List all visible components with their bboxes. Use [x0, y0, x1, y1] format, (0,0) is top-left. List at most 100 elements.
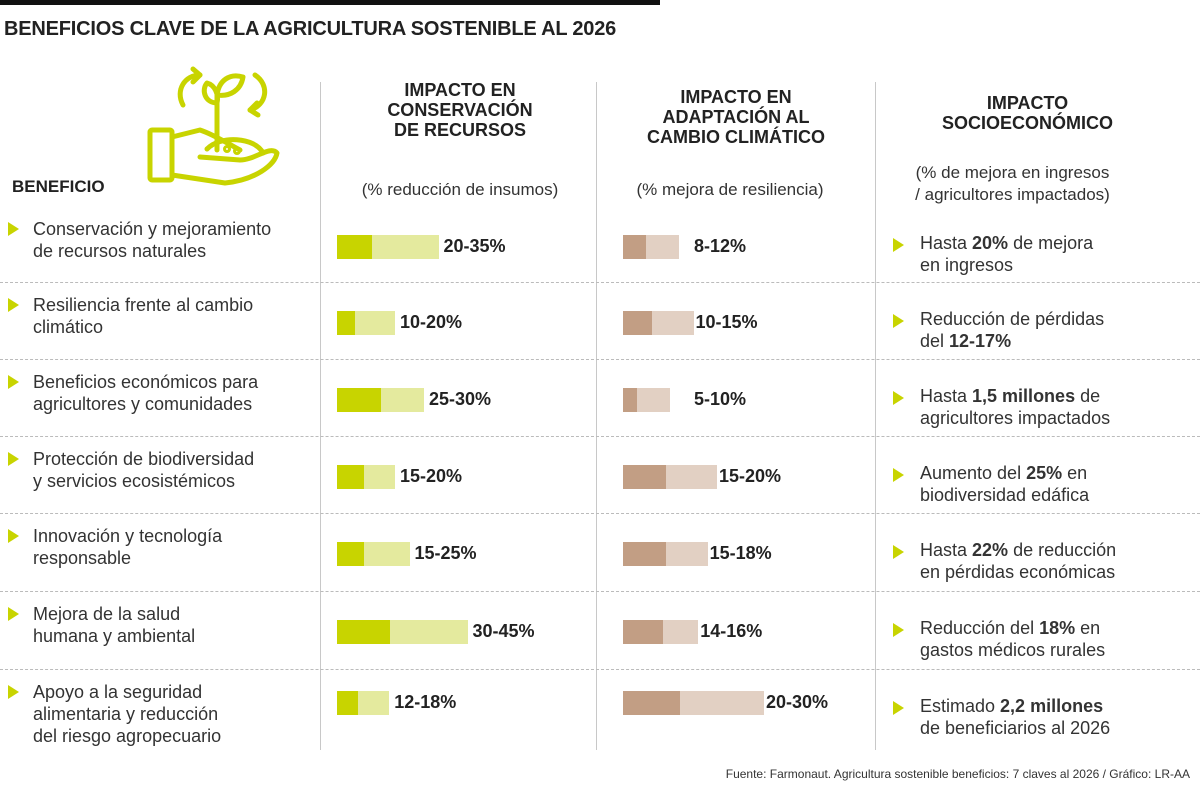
socioeconomic-text: Hasta 20% de mejora en ingresos: [920, 232, 1093, 276]
text-segment: de mejora: [1008, 233, 1094, 253]
row-separator: [0, 282, 1200, 283]
highlight-figure: 1,5 millones: [972, 386, 1076, 406]
conservation-bar-min: [337, 619, 391, 644]
benefit-line: humana y ambiental: [33, 626, 196, 646]
conservation-value: 20-35%: [443, 235, 506, 256]
conservation-value: 25-30%: [429, 388, 492, 409]
arrow-bullet-icon: [8, 452, 19, 466]
adaptation-bar-min: [623, 310, 652, 335]
conservation-value: 12-18%: [394, 692, 457, 712]
column-header-conservation: IMPACTO EN CONSERVACIÓN DE RECURSOS: [330, 80, 590, 140]
row-separator: [0, 669, 1200, 670]
text-segment: de agricultores impactados: [920, 386, 1111, 428]
arrow-bullet-icon: [8, 685, 19, 699]
header-line: IMPACTO: [986, 93, 1069, 113]
adaptation-bar-min: [623, 541, 666, 566]
text-segment: en gastos médicos rurales: [920, 618, 1106, 660]
conservation-bar-min: [337, 464, 364, 489]
subtitle-line: (% de mejora en ingresos: [915, 163, 1110, 182]
adaptation-value: 15-18%: [709, 542, 772, 563]
benefit-label: Resiliencia frente al cambio climático: [33, 294, 253, 338]
benefit-line: de recursos naturales: [33, 241, 207, 261]
page-title: BENEFICIOS CLAVE DE LA AGRICULTURA SOSTE…: [4, 18, 617, 40]
highlight-figure: 18%: [1039, 618, 1076, 638]
arrow-bullet-icon: [893, 314, 904, 328]
benefit-label: Beneficios económicos para agricultores y…: [33, 371, 258, 415]
conservation-bar-min: [337, 310, 355, 335]
adaptation-bar-min: [623, 619, 663, 644]
column-subtitle-socioeconomic: (% de mejora en ingresos / agricultores i…: [880, 162, 1145, 206]
row-separator: [0, 591, 1200, 592]
header-line: CAMBIO CLIMÁTICO: [647, 127, 825, 147]
text-segment: Hasta: [920, 386, 973, 406]
arrow-bullet-icon: [8, 222, 19, 236]
conservation-bar-min: [337, 387, 382, 412]
subtitle-line: / agricultores impactados): [915, 185, 1110, 204]
arrow-bullet-icon: [893, 545, 904, 559]
socioeconomic-text: Reducción del 18% en gastos médicos rura…: [920, 617, 1105, 661]
conservation-value: 15-20%: [400, 465, 463, 486]
benefit-line: Innovación y tecnología: [33, 526, 223, 546]
conservation-bar-min: [337, 541, 364, 566]
conservation-value: 30-45%: [472, 620, 535, 641]
highlight-figure: 22%: [972, 540, 1009, 560]
text-segment: Estimado: [920, 696, 1001, 716]
benefit-line: Protección de biodiversidad: [33, 449, 255, 469]
conservation-value: 10-20%: [400, 311, 463, 332]
highlight-figure: 12-17%: [949, 331, 1012, 351]
header-line: CONSERVACIÓN: [387, 100, 533, 120]
text-segment: Hasta: [920, 233, 973, 253]
benefit-label: Innovación y tecnología responsable: [33, 525, 222, 569]
benefit-line: y servicios ecosistémicos: [33, 471, 236, 491]
arrow-bullet-icon: [893, 468, 904, 482]
benefit-line: Conservación y mejoramiento: [33, 219, 272, 239]
adaptation-value: 14-16%: [700, 620, 763, 641]
column-divider: [596, 82, 597, 750]
column-subtitle-conservation: (% reducción de insumos): [361, 180, 559, 199]
column-divider: [875, 82, 876, 750]
benefit-label: Apoyo a la seguridad alimentaria y reducc…: [33, 681, 221, 747]
benefit-line: del riesgo agropecuario: [33, 726, 222, 746]
conservation-bar-min: [337, 234, 373, 259]
text-segment: Reducción del: [920, 618, 1040, 638]
top-rule: [0, 0, 660, 5]
row-separator: [0, 436, 1200, 437]
benefit-line: Apoyo a la seguridad: [33, 682, 203, 702]
benefit-line: agricultores y comunidades: [33, 394, 253, 414]
conservation-bar-min: [337, 691, 359, 715]
header-line: ADAPTACIÓN AL: [662, 107, 810, 127]
row-separator: [0, 513, 1200, 514]
benefit-line: Mejora de la salud: [33, 604, 181, 624]
text-segment: de beneficiarios al 2026: [920, 718, 1111, 738]
column-subtitle-adaptation: (% mejora de resiliencia): [636, 180, 824, 199]
socioeconomic-text: Hasta 22% de reducción en pérdidas econó…: [920, 539, 1116, 583]
adaptation-bar-min: [623, 691, 680, 715]
column-header-adaptation: IMPACTO EN ADAPTACIÓN AL CAMBIO CLIMÁTICO: [606, 87, 866, 147]
hand-holding-sprout-icon: [147, 66, 280, 186]
adaptation-value: 20-30%: [766, 692, 829, 712]
socioeconomic-text: Estimado 2,2 millones de beneficiarios a…: [920, 695, 1110, 739]
text-segment: en ingresos: [920, 255, 1014, 275]
adaptation-bar-min: [623, 234, 646, 259]
benefit-line: alimentaria y reducción: [33, 704, 219, 724]
arrow-bullet-icon: [8, 375, 19, 389]
text-segment: de reducción en pérdidas económicas: [920, 540, 1117, 582]
header-line: IMPACTO EN: [404, 80, 516, 100]
benefit-line: Resiliencia frente al cambio: [33, 295, 254, 315]
row-separator: [0, 359, 1200, 360]
arrow-bullet-icon: [893, 623, 904, 637]
arrow-bullet-icon: [8, 607, 19, 621]
arrow-bullet-icon: [893, 701, 904, 715]
conservation-value: 15-25%: [414, 542, 477, 563]
benefit-label: Mejora de la salud humana y ambiental: [33, 603, 195, 647]
benefit-line: climático: [33, 317, 104, 337]
socioeconomic-text: Hasta 1,5 millones de agricultores impac…: [920, 385, 1110, 429]
source-note: Fuente: Farmonaut. Agricultura sostenibl…: [725, 767, 1190, 781]
adaptation-value: 8-12%: [694, 235, 747, 256]
benefit-line: Beneficios económicos para: [33, 372, 259, 392]
benefit-label: Protección de biodiversidad y servicios e…: [33, 448, 254, 492]
adaptation-bar-min: [623, 464, 666, 489]
benefit-line: responsable: [33, 548, 132, 568]
text-segment: Reducción de pérdidas del: [920, 309, 1105, 351]
text-segment: Aumento del: [920, 463, 1027, 483]
